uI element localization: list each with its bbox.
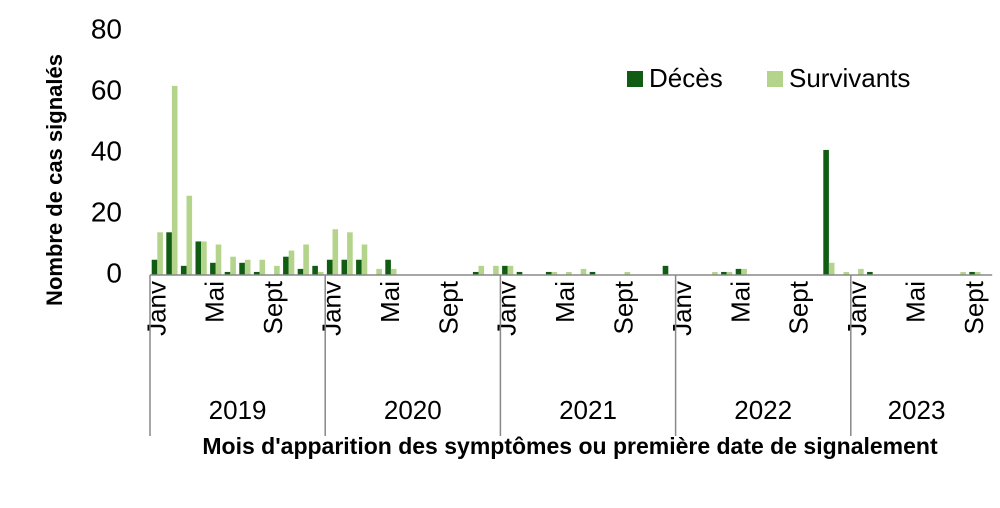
x-tick-label: Janv xyxy=(317,281,347,336)
bar xyxy=(589,271,596,275)
y-tick-label: 60 xyxy=(91,74,122,105)
x-tick-label: Mai xyxy=(901,281,931,323)
year-label: 2020 xyxy=(384,395,442,425)
bar xyxy=(288,250,295,275)
bar xyxy=(303,244,309,275)
bar xyxy=(545,271,552,275)
legend-label: Décès xyxy=(649,63,723,93)
x-tick-label: Sept xyxy=(959,280,989,334)
legend-swatch xyxy=(627,71,643,87)
bar xyxy=(502,265,508,275)
bar xyxy=(721,271,727,275)
bar xyxy=(259,259,266,275)
legend-label: Survivants xyxy=(789,63,910,93)
x-tick-label: Sept xyxy=(433,280,463,334)
bar xyxy=(969,271,975,275)
bar xyxy=(472,271,479,275)
y-tick-label: 80 xyxy=(91,13,122,44)
bar xyxy=(516,271,523,275)
bar xyxy=(347,232,353,275)
bar xyxy=(361,244,368,275)
bar xyxy=(974,271,981,275)
bar xyxy=(580,268,587,275)
bar xyxy=(283,256,289,275)
bar xyxy=(230,256,236,275)
x-tick-label: Sept xyxy=(784,280,814,334)
bar xyxy=(828,262,835,275)
bar xyxy=(332,229,339,275)
bar xyxy=(843,271,850,275)
bar xyxy=(253,271,260,275)
bar xyxy=(210,262,216,275)
bar xyxy=(215,244,222,275)
year-label: 2022 xyxy=(734,395,792,425)
x-tick-label: Mai xyxy=(375,281,405,323)
bar xyxy=(551,271,558,275)
x-tick-label: Mai xyxy=(725,281,755,323)
year-label: 2021 xyxy=(559,395,617,425)
bar xyxy=(356,259,362,275)
bar xyxy=(726,271,733,275)
bar xyxy=(741,268,747,275)
legend-swatch xyxy=(767,71,783,87)
bar xyxy=(624,271,631,275)
bar xyxy=(712,271,718,275)
bar xyxy=(317,271,324,275)
bar xyxy=(274,265,280,275)
x-axis-title: Mois d'apparition des symptômes ou premi… xyxy=(202,433,938,459)
bar xyxy=(180,265,187,275)
x-tick-label: Mai xyxy=(200,281,230,323)
bar xyxy=(493,265,499,275)
bar xyxy=(867,271,873,275)
year-label: 2023 xyxy=(888,395,946,425)
y-tick-label: 40 xyxy=(91,135,122,166)
bar xyxy=(186,195,193,275)
x-tick-label: Janv xyxy=(492,281,522,336)
x-tick-label: Janv xyxy=(667,281,697,336)
x-tick-label: Janv xyxy=(842,281,872,336)
bar xyxy=(151,259,158,275)
bar xyxy=(201,241,207,275)
bar xyxy=(385,259,391,275)
bar xyxy=(224,271,231,275)
bar xyxy=(823,149,829,275)
bar xyxy=(662,265,669,275)
year-label: 2019 xyxy=(209,395,267,425)
bar xyxy=(157,232,163,275)
y-axis-title: Nombre de cas signalés xyxy=(42,54,67,306)
x-tick-label: Janv xyxy=(141,281,171,336)
bar xyxy=(297,268,304,275)
bar xyxy=(239,262,245,275)
bar xyxy=(244,259,251,275)
bar xyxy=(326,259,333,275)
bar xyxy=(507,265,514,275)
bar xyxy=(376,268,382,275)
bar xyxy=(478,265,485,275)
bar xyxy=(390,268,397,275)
bar xyxy=(960,271,966,275)
y-tick-label: 0 xyxy=(106,257,122,288)
bar xyxy=(566,271,572,275)
bar xyxy=(195,241,202,275)
y-tick-label: 20 xyxy=(91,196,122,227)
x-tick-label: Sept xyxy=(258,280,288,334)
bar xyxy=(341,259,348,275)
bar xyxy=(735,268,742,275)
x-tick-label: Mai xyxy=(550,281,580,323)
bar xyxy=(166,232,172,275)
bar xyxy=(312,265,318,275)
bar xyxy=(858,268,864,275)
bar xyxy=(171,85,178,276)
x-tick-label: Sept xyxy=(609,280,639,334)
